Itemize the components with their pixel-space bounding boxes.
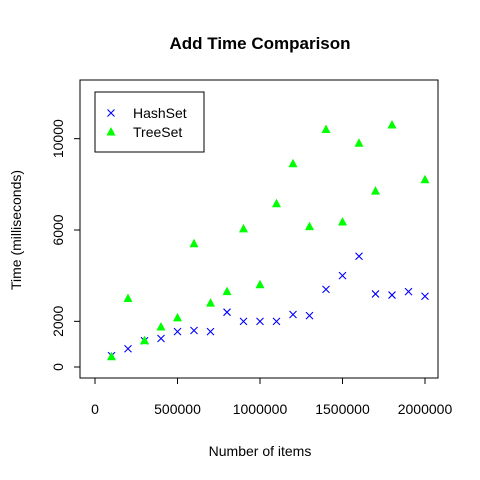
hashset-point xyxy=(388,291,396,299)
treeset-point xyxy=(222,286,232,296)
x-axis: 0 500000 1000000 1500000 2000000 xyxy=(91,377,453,417)
hashset-point xyxy=(322,285,330,294)
legend-marker-hashset xyxy=(107,109,115,117)
hashset-point xyxy=(305,311,314,320)
data-points xyxy=(107,119,430,361)
legend-box xyxy=(94,91,205,153)
hashset-point xyxy=(157,334,165,343)
treeset-point xyxy=(255,279,265,289)
legend-label-hashset: HashSet xyxy=(133,105,187,121)
treeset-point xyxy=(239,223,248,233)
treeset-point xyxy=(321,124,331,134)
treeset-point xyxy=(156,322,166,331)
y-tick-label: 10000 xyxy=(50,119,66,158)
treeset-point xyxy=(206,298,215,307)
hashset-point xyxy=(371,290,380,298)
hashset-point xyxy=(421,292,429,301)
y-tick-label: 0 xyxy=(50,363,66,371)
treeset-point xyxy=(173,312,182,322)
treeset-point xyxy=(107,351,116,361)
treeset-point xyxy=(123,293,133,302)
x-axis-label: Number of items xyxy=(209,443,312,459)
y-axis: 0 2000 6000 10000 xyxy=(50,119,81,371)
treeset-point xyxy=(338,217,347,226)
hashset-point xyxy=(404,287,413,296)
treeset-point xyxy=(288,158,298,168)
y-axis-label: Time (milliseconds) xyxy=(8,170,24,290)
chart-title: Add Time Comparison xyxy=(169,34,350,53)
x-tick-label: 2000000 xyxy=(398,401,453,417)
hashset-point xyxy=(355,252,363,261)
hashset-point xyxy=(239,317,248,326)
treeset-point xyxy=(371,186,380,195)
treeset-point xyxy=(189,238,199,248)
y-tick-label: 6000 xyxy=(50,214,66,245)
treeset-point xyxy=(140,335,149,345)
x-tick-label: 1000000 xyxy=(233,401,288,417)
hashset-point xyxy=(338,271,347,280)
x-tick-label: 1500000 xyxy=(315,401,370,417)
y-tick-label: 2000 xyxy=(50,306,66,337)
treeset-point xyxy=(354,138,364,147)
hashset-point xyxy=(124,344,132,353)
legend-marker-treeset xyxy=(106,127,116,136)
treeset-point xyxy=(387,119,397,129)
hashset-point xyxy=(272,317,281,326)
legend-label-treeset: TreeSet xyxy=(133,124,182,140)
hashset-point xyxy=(223,308,231,317)
treeset-point xyxy=(272,198,281,208)
hashset-point xyxy=(256,317,264,326)
hashset-point xyxy=(289,310,297,319)
x-tick-label: 500000 xyxy=(154,401,201,417)
treeset-point xyxy=(305,221,314,231)
legend: HashSet TreeSet xyxy=(94,91,205,153)
x-tick-label: 0 xyxy=(91,401,99,417)
hashset-point xyxy=(206,327,215,336)
hashset-point xyxy=(190,326,198,335)
treeset-point xyxy=(420,174,430,184)
hashset-point xyxy=(173,327,182,336)
